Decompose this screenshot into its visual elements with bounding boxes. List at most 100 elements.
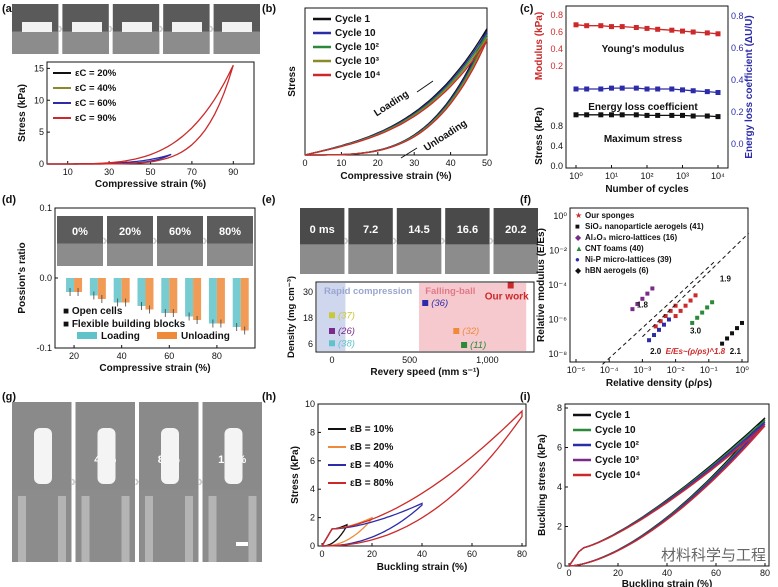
y-tick-label-a: 5 bbox=[39, 127, 44, 137]
y2-tick-label-c: 0.8 bbox=[731, 11, 744, 21]
fit-line-f bbox=[602, 260, 716, 365]
photo-a-arrow: › bbox=[209, 20, 214, 37]
photo-e-arrow: › bbox=[441, 232, 446, 249]
data-point-c bbox=[633, 25, 639, 30]
photo-a-base bbox=[163, 31, 210, 54]
data-point-c bbox=[633, 112, 639, 118]
x-axis-label-b: Compressive strain (%) bbox=[340, 171, 451, 182]
y2-axis-label-c: Energy loss coefficient (ΔU/U) bbox=[744, 15, 755, 158]
data-point-c bbox=[690, 88, 696, 94]
data-point-f bbox=[690, 320, 695, 325]
legend-entry-f: SiO₂ nanoparticle aerogels (41) bbox=[585, 222, 704, 231]
data-point-c bbox=[609, 85, 614, 91]
x-tick-label-a: 70 bbox=[187, 167, 197, 177]
data-point-c bbox=[609, 24, 614, 30]
photo-e-base bbox=[493, 244, 538, 274]
fit-label-f: E/Es~(ρ/ρs)^1.8 bbox=[666, 347, 726, 356]
photo-d-label: 0% bbox=[72, 226, 88, 238]
slope-label-f: 1.8 bbox=[637, 300, 649, 309]
photo-e-arrow: › bbox=[489, 232, 494, 249]
panel-label-i: (i) bbox=[520, 391, 531, 403]
y-tick-label-c-top: 0.2 bbox=[550, 61, 563, 71]
region-label-ball: Falling-ball bbox=[425, 286, 475, 297]
bar-d bbox=[232, 278, 241, 327]
y-tick-label-a: 0 bbox=[39, 159, 44, 169]
data-point-e bbox=[329, 340, 335, 347]
y-tick-label-h: 4 bbox=[310, 484, 315, 494]
y-tick-label-i: 2 bbox=[557, 522, 562, 532]
rod-g bbox=[185, 496, 193, 562]
legend-entry-i: Cycle 1 bbox=[595, 410, 630, 421]
legend-marker-f: ◆ bbox=[575, 233, 582, 242]
x-tick-label-f: 10⁻⁵ bbox=[567, 365, 586, 375]
data-point-c bbox=[573, 112, 579, 118]
plot-frame-b bbox=[304, 7, 488, 156]
bar-d bbox=[89, 278, 98, 296]
legend-entry-f: Al₂O₃ micro-lattices (16) bbox=[585, 233, 678, 242]
legend-entry-b: Cycle 10⁴ bbox=[335, 70, 381, 81]
y-tick-label-f: 10⁻⁸ bbox=[548, 349, 567, 359]
x-axis-label-i: Buckling strain (%) bbox=[622, 579, 713, 587]
sponge-g bbox=[224, 428, 243, 484]
bar-d bbox=[208, 278, 217, 324]
y-tick-label-e: 18 bbox=[303, 313, 313, 323]
x-tick-label-d: 20 bbox=[69, 351, 79, 361]
photo-e-base bbox=[300, 244, 345, 274]
rod-g bbox=[18, 496, 26, 562]
data-point-f bbox=[635, 301, 640, 306]
legend-entry-d: Loading bbox=[101, 331, 140, 342]
photo-d-label: 80% bbox=[219, 226, 241, 238]
y-axis-label-i: Buckling stress (kPa) bbox=[537, 434, 548, 536]
x-axis-label-f: Relative density (ρ/ρs) bbox=[606, 378, 712, 389]
data-point-c bbox=[704, 89, 710, 95]
legend-entry-a: εC = 20% bbox=[75, 68, 117, 79]
x-tick-label-b: 30 bbox=[409, 158, 419, 168]
bar-d bbox=[145, 278, 154, 310]
point-label-e: (26) bbox=[338, 326, 355, 337]
legend-entry-i: Cycle 10³ bbox=[595, 455, 640, 466]
panel-label-c: (c) bbox=[520, 3, 534, 15]
legend-entry-d: Unloading bbox=[181, 331, 230, 342]
photo-e-label: 16.6 bbox=[457, 224, 478, 236]
data-point-c bbox=[619, 112, 625, 118]
legend-entry-h: εB = 10% bbox=[350, 424, 393, 435]
legend-entry-a: εC = 40% bbox=[75, 83, 117, 94]
data-point-c bbox=[619, 85, 625, 91]
slope-label-f: 1.9 bbox=[720, 275, 732, 284]
legend-entry-h: εB = 20% bbox=[350, 442, 393, 453]
bar-d bbox=[97, 278, 106, 299]
data-point-f bbox=[630, 307, 635, 312]
panel-label-f: (f) bbox=[520, 194, 531, 206]
data-point-e bbox=[461, 342, 468, 348]
legend-entry-f: hBN aerogels (6) bbox=[585, 266, 649, 275]
data-point-c bbox=[633, 85, 639, 91]
point-label-e: (38) bbox=[338, 338, 355, 349]
legend-swatch-d bbox=[77, 332, 97, 339]
slope-label-f: 2.1 bbox=[730, 347, 742, 356]
legend-open-cells: ■ Open cells bbox=[63, 306, 123, 317]
data-point-f bbox=[735, 326, 740, 331]
photo-e-base bbox=[348, 244, 393, 274]
data-point-f bbox=[666, 317, 671, 322]
photo-d-base bbox=[157, 243, 203, 266]
watermark: 材料科学与工程 bbox=[660, 546, 766, 564]
x-axis-label-h: Buckling strain (%) bbox=[377, 562, 468, 573]
legend-marker-f: ★ bbox=[575, 211, 582, 220]
data-point-c bbox=[669, 86, 675, 92]
data-point-f bbox=[695, 315, 700, 320]
plot-frame-f bbox=[569, 207, 749, 363]
data-point-f bbox=[710, 300, 715, 305]
photo-d-base bbox=[57, 243, 103, 266]
data-point-f bbox=[693, 293, 698, 298]
rod-g bbox=[145, 496, 153, 562]
data-point-f bbox=[652, 333, 657, 338]
legend-swatch-d bbox=[157, 332, 177, 339]
data-point-f bbox=[678, 308, 683, 313]
bar-d bbox=[74, 278, 83, 292]
legend-entry-f: CNT foams (40) bbox=[585, 244, 644, 253]
rod-g bbox=[208, 496, 217, 562]
x-tick-label-i: 40 bbox=[662, 568, 672, 578]
photo-e-arrow: › bbox=[344, 232, 349, 249]
bar-d bbox=[66, 278, 75, 292]
